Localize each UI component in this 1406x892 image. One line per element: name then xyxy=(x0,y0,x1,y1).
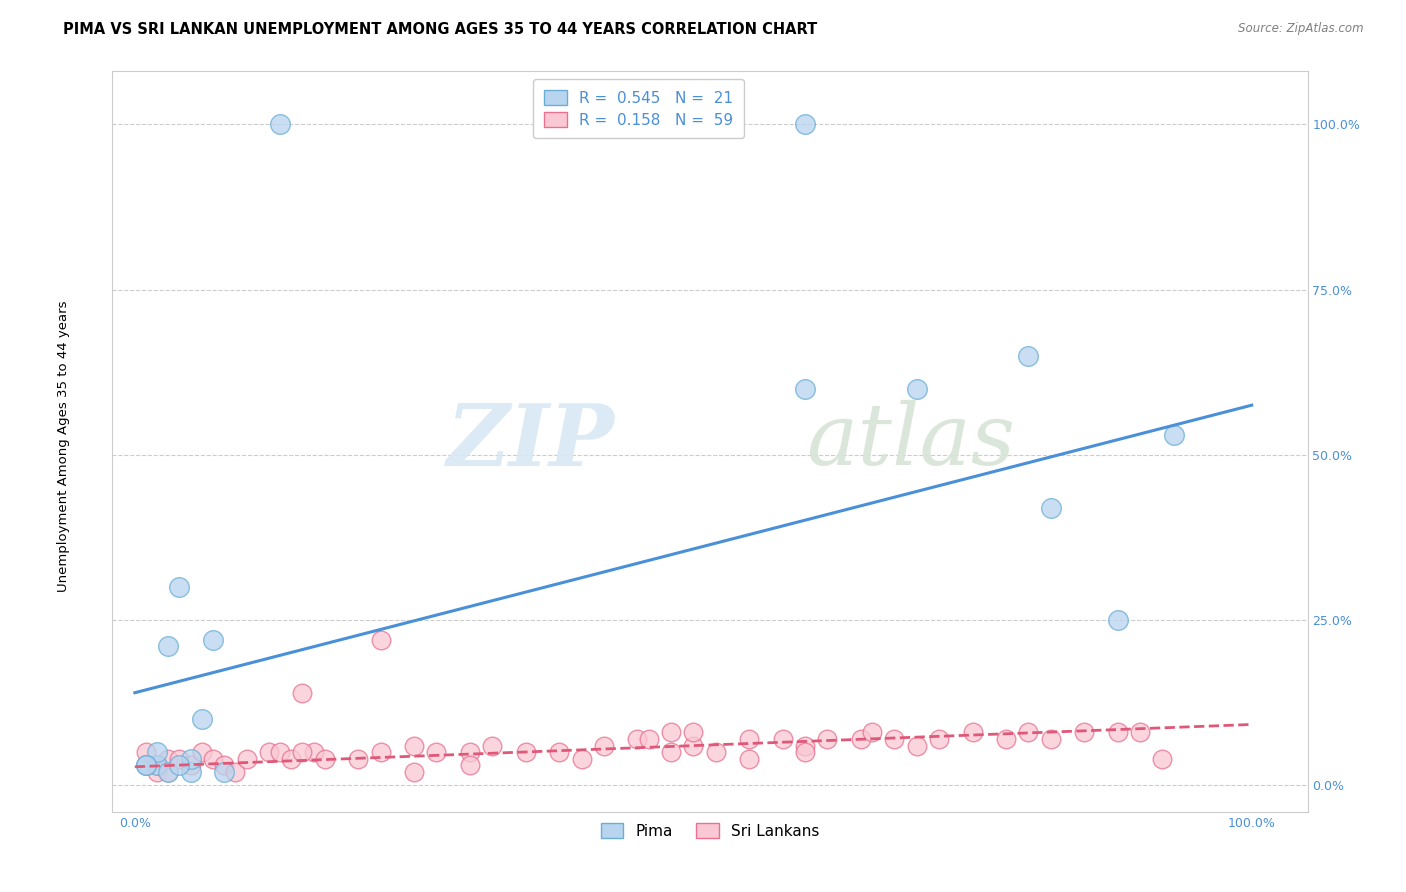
Point xyxy=(180,765,202,780)
Point xyxy=(157,765,180,780)
Point xyxy=(571,752,593,766)
Point xyxy=(269,117,291,131)
Point xyxy=(1017,349,1039,363)
Point xyxy=(370,745,392,759)
Point xyxy=(1152,752,1174,766)
Point xyxy=(169,758,191,772)
Text: Source: ZipAtlas.com: Source: ZipAtlas.com xyxy=(1239,22,1364,36)
Point xyxy=(425,745,447,759)
Point xyxy=(146,758,169,772)
Point xyxy=(402,739,425,753)
Point xyxy=(1073,725,1095,739)
Point xyxy=(169,752,191,766)
Point xyxy=(928,731,950,746)
Point xyxy=(302,745,325,759)
Point xyxy=(291,686,314,700)
Point xyxy=(191,712,214,726)
Point xyxy=(347,752,370,766)
Point xyxy=(593,739,616,753)
Point xyxy=(794,745,817,759)
Point xyxy=(157,765,180,780)
Point xyxy=(235,752,257,766)
Point xyxy=(212,758,235,772)
Point xyxy=(169,580,191,594)
Point xyxy=(637,731,659,746)
Point xyxy=(1039,731,1062,746)
Point xyxy=(180,752,202,766)
Point xyxy=(1107,613,1129,627)
Point xyxy=(659,745,682,759)
Point xyxy=(682,725,704,739)
Point xyxy=(738,731,761,746)
Point xyxy=(146,745,169,759)
Point xyxy=(135,758,157,772)
Point xyxy=(738,752,761,766)
Point xyxy=(135,758,157,772)
Point xyxy=(481,739,503,753)
Point xyxy=(772,731,794,746)
Point xyxy=(402,765,425,780)
Point xyxy=(201,752,224,766)
Point xyxy=(626,731,648,746)
Point xyxy=(157,752,180,766)
Point xyxy=(883,731,905,746)
Text: PIMA VS SRI LANKAN UNEMPLOYMENT AMONG AGES 35 TO 44 YEARS CORRELATION CHART: PIMA VS SRI LANKAN UNEMPLOYMENT AMONG AG… xyxy=(63,22,817,37)
Point xyxy=(458,758,481,772)
Text: atlas: atlas xyxy=(806,401,1015,483)
Point xyxy=(146,765,169,780)
Point xyxy=(201,632,224,647)
Point xyxy=(257,745,280,759)
Point xyxy=(146,758,169,772)
Point xyxy=(458,745,481,759)
Point xyxy=(269,745,291,759)
Text: ZIP: ZIP xyxy=(447,400,614,483)
Point xyxy=(1163,428,1185,442)
Point xyxy=(191,745,214,759)
Point xyxy=(370,632,392,647)
Point xyxy=(515,745,537,759)
Point xyxy=(659,725,682,739)
Point xyxy=(815,731,838,746)
Point xyxy=(905,382,928,396)
Point xyxy=(548,745,571,759)
Point xyxy=(135,745,157,759)
Text: Unemployment Among Ages 35 to 44 years: Unemployment Among Ages 35 to 44 years xyxy=(56,301,70,591)
Point xyxy=(905,739,928,753)
Point xyxy=(1129,725,1152,739)
Point xyxy=(314,752,336,766)
Point xyxy=(212,765,235,780)
Point xyxy=(849,731,872,746)
Point xyxy=(291,745,314,759)
Point xyxy=(794,382,817,396)
Point xyxy=(180,758,202,772)
Point xyxy=(682,739,704,753)
Point xyxy=(1039,500,1062,515)
Point xyxy=(1017,725,1039,739)
Point xyxy=(794,117,817,131)
Point xyxy=(135,758,157,772)
Point xyxy=(157,640,180,654)
Point xyxy=(995,731,1018,746)
Point xyxy=(962,725,984,739)
Point xyxy=(794,739,817,753)
Point xyxy=(224,765,246,780)
Point xyxy=(280,752,302,766)
Legend: Pima, Sri Lankans: Pima, Sri Lankans xyxy=(595,816,825,845)
Point xyxy=(704,745,727,759)
Point xyxy=(1107,725,1129,739)
Point xyxy=(860,725,883,739)
